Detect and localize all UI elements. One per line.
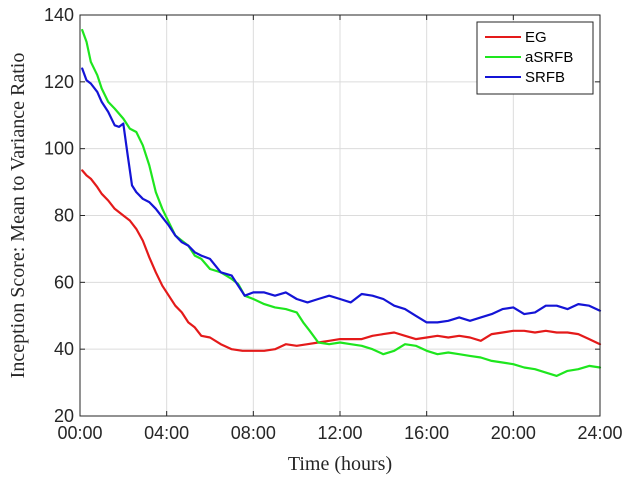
y-tick-label: 80	[54, 206, 74, 226]
x-tick-label: 04:00	[144, 423, 189, 443]
y-tick-label: 20	[54, 406, 74, 426]
x-tick-label: 12:00	[317, 423, 362, 443]
legend-label-eg: EG	[525, 29, 547, 46]
x-axis-label: Time (hours)	[288, 453, 392, 475]
plot-area	[81, 28, 602, 377]
y-tick-label: 100	[44, 139, 74, 159]
x-tick-label: 24:00	[577, 423, 622, 443]
legend: EG aSRFB SRFB	[476, 21, 594, 95]
y-tick-label: 140	[44, 5, 74, 25]
legend-label-asrfb: aSRFB	[525, 49, 573, 66]
x-tick-label: 16:00	[404, 423, 449, 443]
series-line-eg	[81, 169, 602, 352]
x-tick-label: 20:00	[491, 423, 536, 443]
legend-label-srfb: SRFB	[525, 69, 565, 86]
x-tick-label: 00:00	[57, 423, 102, 443]
y-tick-label: 120	[44, 72, 74, 92]
axis-ticks: 00:00 04:00 08:00 12:00 16:00 20:00 24:00 20 40 6…	[44, 5, 623, 443]
y-tick-label: 40	[54, 339, 74, 359]
y-axis-label: Inception Score: Mean to Variance Ratio	[7, 53, 29, 379]
y-tick-label: 60	[54, 272, 74, 292]
series-line-srfb	[81, 67, 602, 324]
series-line-asrfb	[81, 28, 602, 377]
x-tick-label: 08:00	[231, 423, 276, 443]
